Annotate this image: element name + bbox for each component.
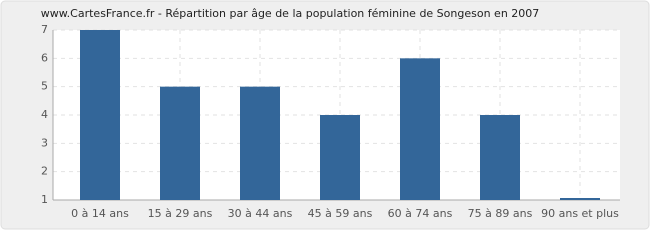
y-tick-label: 6 <box>41 51 48 64</box>
bar <box>80 30 120 200</box>
bar <box>480 115 520 200</box>
x-tick-label: 90 ans et plus <box>541 207 619 220</box>
chart-title: www.CartesFrance.fr - Répartition par âg… <box>41 7 540 20</box>
bar <box>400 58 440 201</box>
x-tick-label: 15 à 29 ans <box>148 207 213 220</box>
x-tick-label: 75 à 89 ans <box>468 207 533 220</box>
y-tick-label: 4 <box>41 108 48 121</box>
y-tick-label: 3 <box>41 136 48 149</box>
y-tick-label: 7 <box>41 23 48 36</box>
bar <box>240 86 280 200</box>
bar <box>160 86 200 200</box>
page: www.CartesFrance.fr - Répartition par âg… <box>0 0 650 230</box>
y-tick-label: 5 <box>41 80 48 93</box>
x-tick-label: 0 à 14 ans <box>71 207 129 220</box>
x-tick-label: 30 à 44 ans <box>228 207 293 220</box>
x-tick-label: 60 à 74 ans <box>388 207 453 220</box>
chart: www.CartesFrance.fr - Répartition par âg… <box>0 0 650 230</box>
y-tick-label: 1 <box>41 193 48 206</box>
y-tick-label: 2 <box>41 165 48 178</box>
x-tick-label: 45 à 59 ans <box>308 207 373 220</box>
bar <box>320 115 360 200</box>
bar <box>560 198 600 200</box>
